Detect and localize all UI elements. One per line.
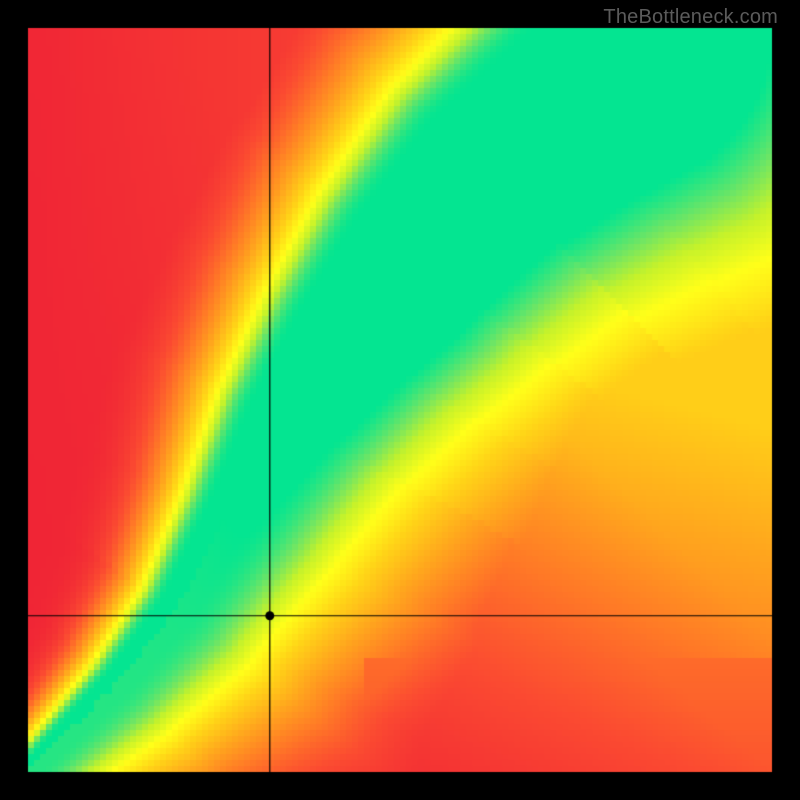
- chart-container: TheBottleneck.com: [0, 0, 800, 800]
- heatmap-canvas: [0, 0, 800, 800]
- watermark-text: TheBottleneck.com: [603, 6, 778, 29]
